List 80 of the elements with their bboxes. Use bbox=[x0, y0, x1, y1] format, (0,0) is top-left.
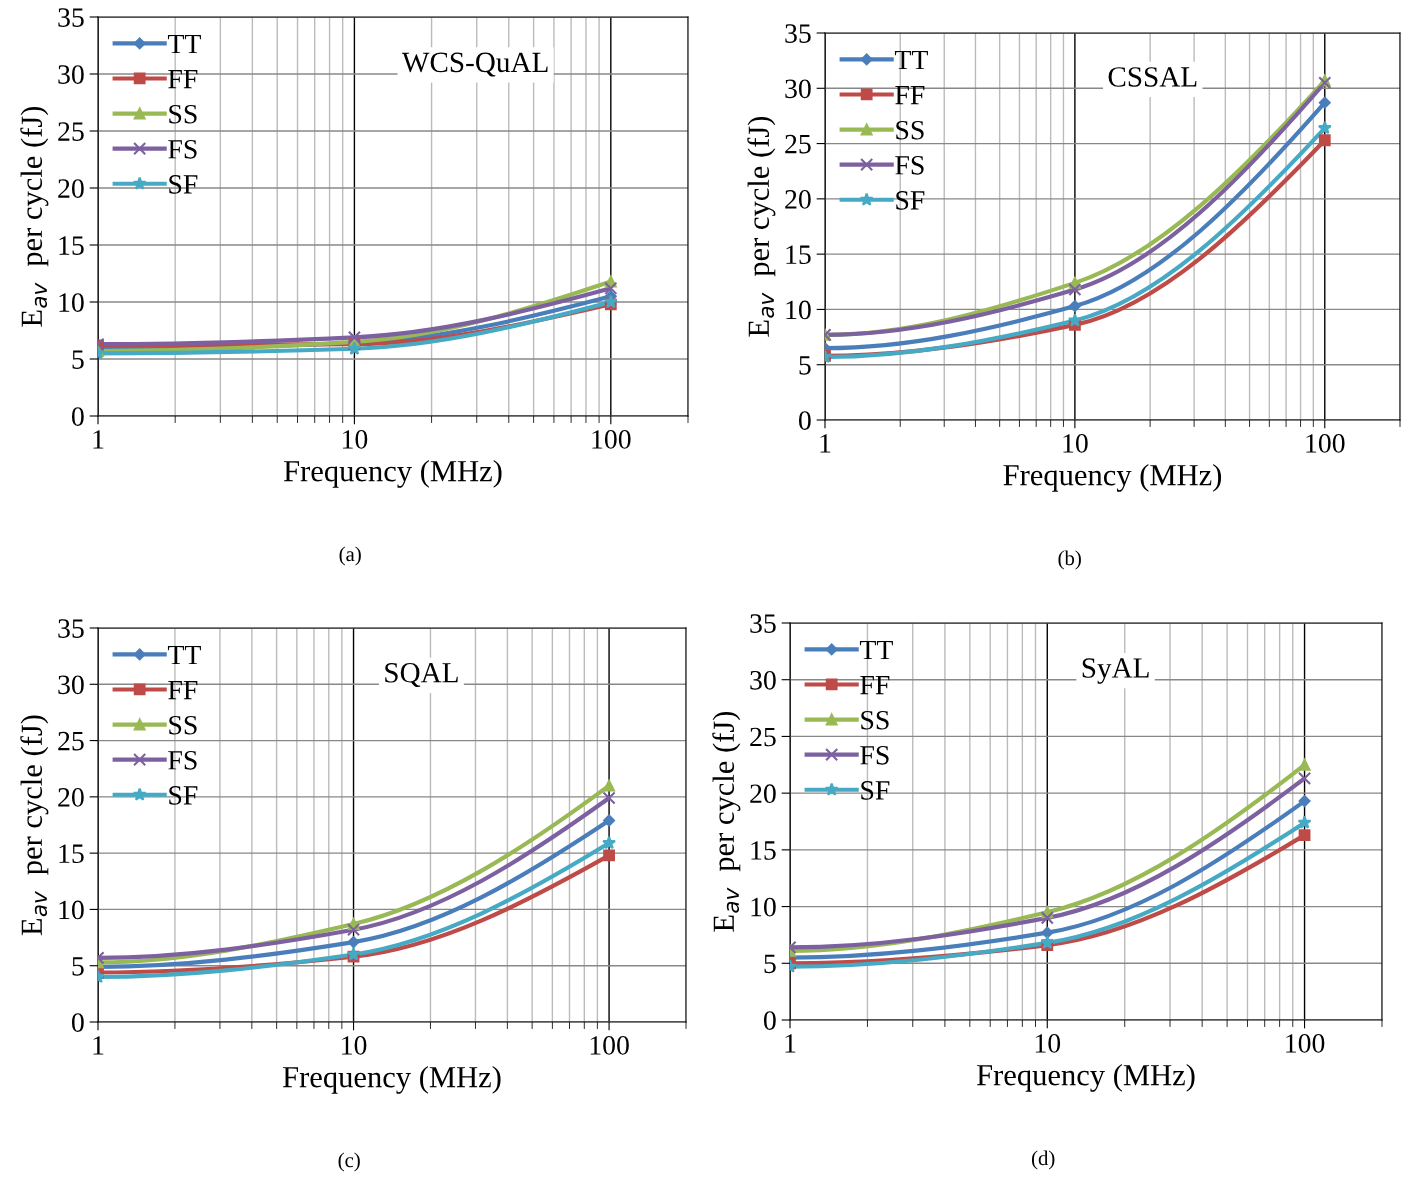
text: (c) bbox=[338, 1152, 360, 1172]
y-tick-label: 35 bbox=[750, 614, 776, 633]
legend-label: FF bbox=[895, 86, 925, 105]
y-tick-label: 15 bbox=[786, 245, 811, 265]
legend-label: FS bbox=[168, 750, 197, 770]
x-tick-label: 100 bbox=[1286, 1034, 1325, 1053]
x-axis-title: Frequency (MHz) bbox=[1003, 463, 1222, 492]
legend-label: TT bbox=[894, 50, 928, 70]
legend-label: TT bbox=[859, 640, 893, 660]
legend-label: SF bbox=[896, 191, 925, 210]
y-tick-label: 25 bbox=[785, 134, 811, 154]
x-tick-label: 100 bbox=[592, 430, 631, 449]
legend-label: SF bbox=[169, 175, 198, 194]
x-tick-label: 100 bbox=[1306, 434, 1345, 453]
x-axis-title: Frequency (MHz) bbox=[977, 1063, 1195, 1092]
y-tick-label: 35 bbox=[58, 619, 84, 638]
x-tick-label: 1 bbox=[785, 1034, 796, 1053]
legend-label: SS bbox=[169, 104, 197, 124]
legend-label: SS bbox=[861, 710, 889, 730]
y-axis-title: E$_{av}$ per cycle (fJ) bbox=[20, 715, 49, 936]
y-tick-label: 10 bbox=[59, 900, 84, 920]
y-tick-label: 10 bbox=[59, 293, 84, 312]
y-tick-label: 15 bbox=[59, 844, 84, 864]
x-tick-label: 1 bbox=[820, 434, 831, 453]
y-tick-label: 25 bbox=[750, 727, 776, 747]
y-tick-label: 15 bbox=[751, 841, 776, 860]
legend-label: SF bbox=[169, 786, 198, 805]
x-axis-title: Frequency (MHz) bbox=[283, 1065, 501, 1094]
y-tick-label: 20 bbox=[58, 179, 84, 198]
text: (d) bbox=[1031, 1150, 1055, 1170]
x-tick-label: 10 bbox=[342, 1036, 367, 1055]
x-tick-label: 10 bbox=[342, 430, 368, 449]
legend-label: FF bbox=[168, 70, 198, 89]
text: (b) bbox=[1058, 550, 1081, 570]
text: SyAL bbox=[1082, 658, 1149, 684]
y-axis-title: E$_{av}$ per cycle (fJ) bbox=[747, 116, 776, 337]
y-tick-label: 25 bbox=[58, 122, 84, 141]
y-tick-label: 20 bbox=[58, 788, 84, 807]
y-tick-label: 10 bbox=[786, 300, 811, 320]
legend-label: FF bbox=[168, 681, 198, 700]
y-tick-label: 0 bbox=[71, 1013, 84, 1032]
y-tick-label: 30 bbox=[58, 675, 84, 695]
y-tick-label: 30 bbox=[750, 670, 776, 690]
x-tick-label: 100 bbox=[590, 1036, 629, 1055]
y-tick-label: 30 bbox=[785, 79, 811, 99]
legend-label: FF bbox=[860, 676, 890, 695]
y-tick-label: 10 bbox=[751, 897, 776, 917]
legend-label: TT bbox=[167, 34, 201, 54]
legend-label: FS bbox=[168, 139, 197, 159]
text: (a) bbox=[339, 546, 361, 566]
x-axis-title: Frequency (MHz) bbox=[284, 459, 502, 488]
x-tick-label: 1 bbox=[93, 1036, 104, 1055]
x-tick-label: 10 bbox=[1063, 434, 1088, 453]
y-tick-label: 0 bbox=[798, 411, 811, 430]
y-tick-label: 5 bbox=[72, 350, 84, 369]
y-tick-label: 30 bbox=[58, 65, 84, 84]
x-tick-label: 1 bbox=[93, 430, 104, 449]
y-tick-label: 20 bbox=[785, 190, 811, 209]
legend-label: FS bbox=[860, 745, 889, 765]
legend-label: SS bbox=[896, 120, 924, 140]
y-tick-label: 35 bbox=[785, 24, 811, 43]
y-tick-label: 25 bbox=[58, 731, 84, 751]
legend-label: SF bbox=[861, 781, 890, 800]
y-tick-label: 35 bbox=[58, 8, 84, 27]
y-tick-label: 5 bbox=[799, 356, 811, 375]
y-tick-label: 15 bbox=[59, 236, 84, 255]
legend-label: FS bbox=[895, 155, 924, 175]
y-tick-label: 0 bbox=[71, 407, 84, 426]
y-tick-label: 5 bbox=[764, 954, 776, 974]
text: WCS-QuAL bbox=[401, 52, 548, 77]
legend-label: TT bbox=[167, 645, 201, 665]
y-axis-title: E$_{av}$ per cycle (fJ) bbox=[20, 106, 49, 327]
legend-label: SS bbox=[169, 715, 197, 735]
text: CSSAL bbox=[1108, 67, 1197, 87]
y-tick-label: 20 bbox=[750, 784, 776, 804]
y-axis-title: E$_{av}$ per cycle (fJ) bbox=[712, 711, 741, 932]
text: SQAL bbox=[385, 662, 458, 688]
y-tick-label: 5 bbox=[72, 957, 84, 976]
x-tick-label: 10 bbox=[1035, 1034, 1061, 1053]
y-tick-label: 0 bbox=[763, 1011, 776, 1030]
